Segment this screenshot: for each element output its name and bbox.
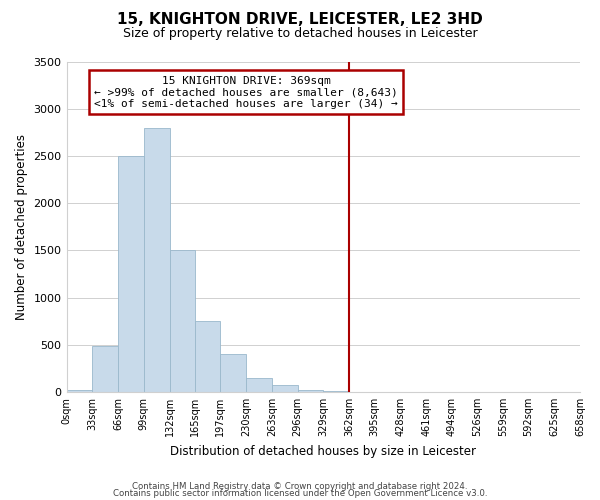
Bar xyxy=(118,156,144,392)
Bar xyxy=(298,390,323,392)
Bar xyxy=(246,378,272,392)
Bar xyxy=(144,128,170,392)
Text: Contains HM Land Registry data © Crown copyright and database right 2024.: Contains HM Land Registry data © Crown c… xyxy=(132,482,468,491)
Text: Size of property relative to detached houses in Leicester: Size of property relative to detached ho… xyxy=(122,28,478,40)
Bar xyxy=(92,346,118,392)
Bar xyxy=(67,390,92,392)
Text: 15, KNIGHTON DRIVE, LEICESTER, LE2 3HD: 15, KNIGHTON DRIVE, LEICESTER, LE2 3HD xyxy=(117,12,483,28)
Text: Contains public sector information licensed under the Open Government Licence v3: Contains public sector information licen… xyxy=(113,490,487,498)
X-axis label: Distribution of detached houses by size in Leicester: Distribution of detached houses by size … xyxy=(170,444,476,458)
Bar xyxy=(170,250,195,392)
Bar xyxy=(272,386,298,392)
Text: 15 KNIGHTON DRIVE: 369sqm
← >99% of detached houses are smaller (8,643)
<1% of s: 15 KNIGHTON DRIVE: 369sqm ← >99% of deta… xyxy=(94,76,398,109)
Bar xyxy=(220,354,246,392)
Bar xyxy=(195,321,220,392)
Y-axis label: Number of detached properties: Number of detached properties xyxy=(15,134,28,320)
